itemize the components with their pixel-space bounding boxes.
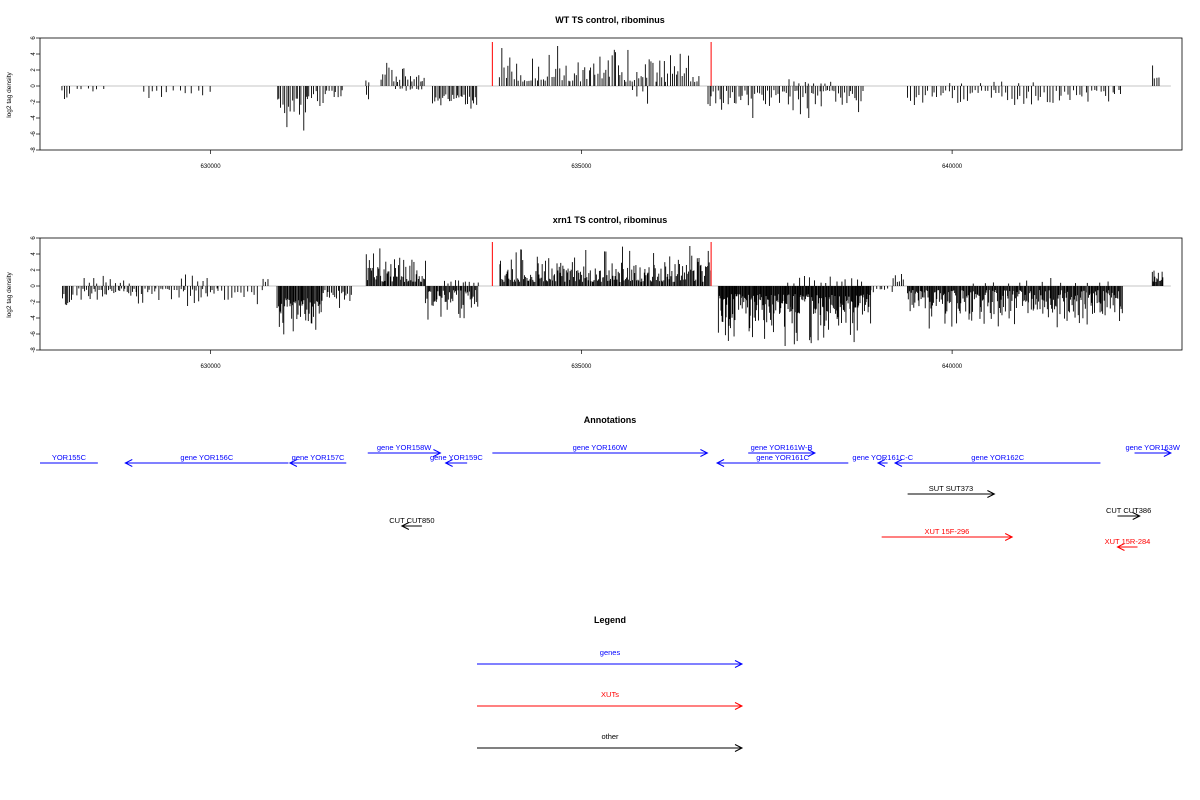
annotation-label-gene-yor158w: gene YOR158W [377, 443, 432, 452]
xrn1-y-tick-label: -4 [31, 315, 37, 321]
annotation-arrowhead-gene-yor156c [124, 459, 133, 467]
legend-label-other: other [601, 732, 619, 741]
annotation-arrowhead-gene-yor162c [893, 459, 903, 467]
legend-items: genes XUTs other [477, 648, 744, 752]
wt-panel: WT TS control, ribominus log2 tag densit… [6, 15, 1183, 170]
annotation-arrowhead-cut-cut386 [1132, 512, 1141, 520]
wt-y-ticks: -8 -6 -4 -2 0 2 4 6 [31, 36, 40, 153]
annotations-title: Annotations [584, 415, 637, 425]
annotation-label-gene-yor161c-c: gene YOR161C-C [852, 453, 913, 462]
wt-y-tick-label: 2 [31, 68, 37, 72]
annotation-label-gene-yor156c: gene YOR156C [180, 453, 233, 462]
annotation-label-cut-cut850: CUT CUT850 [389, 516, 434, 525]
annotation-label-sut-sut373: SUT SUT373 [929, 484, 973, 493]
xrn1-y-tick-label: 4 [31, 252, 37, 256]
legend-arrowhead-other [734, 744, 744, 752]
annotation-arrowhead-xut-15f-296 [1004, 533, 1014, 541]
xrn1-x-tick-label: 635000 [571, 364, 592, 370]
xrn1-x-ticks: 630000 635000 640000 [201, 350, 963, 370]
annotation-arrowhead-sut-sut373 [987, 490, 996, 498]
legend: Legend genes XUTs other [477, 615, 744, 752]
annotation-arrowhead-gene-yor158w [433, 449, 442, 457]
annotation-arrowhead-gene-yor161c [715, 459, 725, 467]
wt-y-tick-label: -4 [31, 115, 37, 121]
xrn1-y-tick-label: 0 [31, 284, 37, 288]
xrn1-panel-ylabel: log2 tag density [6, 271, 13, 317]
legend-arrowhead-xuts [734, 702, 744, 710]
xrn1-y-tick-label: -2 [31, 299, 37, 305]
xrn1-y-tick-label: -8 [31, 347, 37, 353]
wt-bars [61, 42, 1171, 131]
legend-label-genes: genes [600, 648, 621, 657]
annotation-label-yor155c: YOR155C [52, 453, 87, 462]
legend-label-xuts: XUTs [601, 690, 619, 699]
xrn1-y-ticks: -8 -6 -4 -2 0 2 4 6 [31, 236, 40, 353]
annotation-label-gene-yor162c: gene YOR162C [971, 453, 1024, 462]
annotation-label-gene-yor161c: gene YOR161C [756, 453, 809, 462]
annotation-arrowhead-gene-yor157c [288, 459, 298, 467]
wt-x-ticks: 630000 635000 640000 [201, 150, 963, 170]
xrn1-y-tick-label: -6 [31, 331, 37, 337]
xrn1-plot-frame [39, 237, 1183, 351]
xrn1-bars [62, 242, 1171, 346]
wt-x-tick-label: 635000 [571, 164, 592, 170]
annotation-label-gene-yor159c: gene YOR159C [430, 453, 483, 462]
xrn1-y-tick-label: 6 [31, 236, 37, 240]
legend-title: Legend [594, 615, 626, 625]
annotation-label-gene-yor163w: gene YOR163W [1125, 443, 1180, 452]
annotation-label-gene-yor157c: gene YOR157C [292, 453, 345, 462]
annotation-arrowhead-gene-yor161c-c [876, 459, 886, 467]
wt-y-tick-label: 0 [31, 84, 37, 88]
annotation-arrowhead-gene-yor159c [444, 459, 453, 467]
wt-plot-frame [39, 37, 1183, 151]
wt-y-tick-label: -2 [31, 99, 37, 105]
wt-x-tick-label: 640000 [942, 164, 963, 170]
wt-x-tick-label: 630000 [201, 164, 222, 170]
xrn1-x-tick-label: 640000 [942, 364, 963, 370]
annotation-label-cut-cut386: CUT CUT386 [1106, 506, 1151, 515]
legend-arrowhead-genes [734, 660, 744, 668]
annotations-panel: Annotations YOR155C gene YOR156C gene YOR1… [40, 415, 1181, 551]
annotation-arrowhead-gene-yor163w [1163, 449, 1172, 457]
xrn1-x-tick-label: 630000 [201, 364, 222, 370]
wt-y-tick-label: 4 [31, 52, 37, 56]
wt-panel-title: WT TS control, ribominus [555, 15, 665, 25]
annotation-label-xut-15f-296: XUT 15F-296 [924, 527, 969, 536]
annotation-label-gene-yor161w-b: gene YOR161W-B [751, 443, 813, 452]
xrn1-panel: xrn1 TS control, ribominus log2 tag dens… [6, 215, 1183, 370]
annotation-arrowhead-cut-cut850 [400, 522, 410, 530]
annotation-label-xut-15r-284: XUT 15R-284 [1105, 537, 1151, 546]
annotation-arrowhead-xut-15r-284 [1116, 543, 1125, 551]
annotation-arrowhead-gene-yor161w-b [807, 449, 817, 457]
wt-y-tick-label: 6 [31, 36, 37, 40]
annotation-label-gene-yor160w: gene YOR160W [573, 443, 628, 452]
xrn1-y-tick-label: 2 [31, 268, 37, 272]
wt-panel-ylabel: log2 tag density [6, 71, 13, 117]
wt-y-tick-label: -6 [31, 131, 37, 137]
annotation-features: YOR155C gene YOR156C gene YOR157C gene YOR1… [40, 443, 1181, 551]
annotation-arrowhead-gene-yor160w [700, 449, 709, 457]
xrn1-panel-title: xrn1 TS control, ribominus [553, 215, 668, 225]
wt-y-tick-label: -8 [31, 147, 37, 153]
